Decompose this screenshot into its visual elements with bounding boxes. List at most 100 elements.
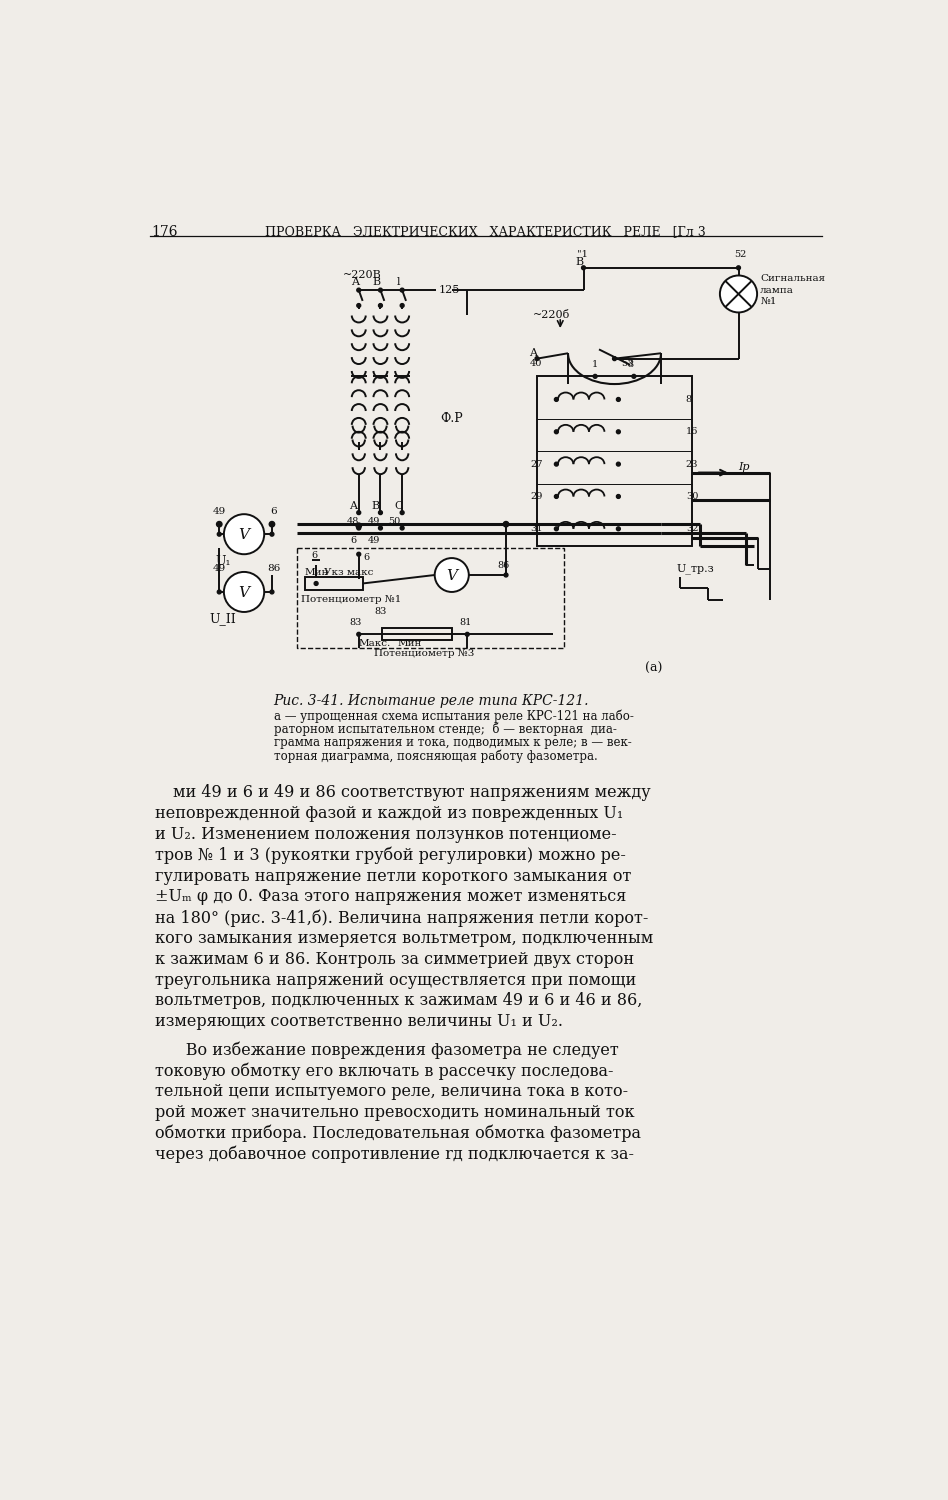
Text: 49: 49 xyxy=(212,564,226,573)
Text: B: B xyxy=(373,278,381,288)
Circle shape xyxy=(555,495,558,498)
Circle shape xyxy=(356,526,360,530)
Text: A: A xyxy=(529,348,538,358)
Circle shape xyxy=(356,633,360,636)
Text: U_II: U_II xyxy=(210,612,236,626)
Circle shape xyxy=(378,510,382,515)
Text: U₁: U₁ xyxy=(215,555,231,567)
Text: V: V xyxy=(447,568,457,584)
Text: B: B xyxy=(575,258,584,267)
Circle shape xyxy=(612,357,616,360)
Circle shape xyxy=(555,430,558,433)
Text: 6: 6 xyxy=(363,554,370,562)
Circle shape xyxy=(216,522,222,526)
Text: V: V xyxy=(239,528,249,542)
Circle shape xyxy=(314,582,319,585)
Circle shape xyxy=(270,590,274,594)
Text: 50: 50 xyxy=(389,518,400,526)
Text: тельной цепи испытуемого реле, величина тока в кото-: тельной цепи испытуемого реле, величина … xyxy=(155,1083,628,1100)
Text: 29: 29 xyxy=(531,492,543,501)
Text: 6: 6 xyxy=(312,552,318,561)
Text: l: l xyxy=(396,278,400,288)
Circle shape xyxy=(720,276,757,312)
Circle shape xyxy=(616,398,620,402)
Circle shape xyxy=(356,510,360,515)
Circle shape xyxy=(400,526,404,530)
Text: ±Uₘ φ до 0. Фаза этого напряжения может изменяться: ±Uₘ φ до 0. Фаза этого напряжения может … xyxy=(155,888,627,906)
Circle shape xyxy=(217,590,221,594)
Text: 176: 176 xyxy=(151,225,177,238)
Text: U_тр.з: U_тр.з xyxy=(677,564,714,574)
Text: 49: 49 xyxy=(367,518,379,526)
Text: ~220б: ~220б xyxy=(533,310,571,320)
Text: №1: №1 xyxy=(760,297,776,306)
Text: 49: 49 xyxy=(367,536,379,544)
Text: 52: 52 xyxy=(734,251,746,260)
Text: 125: 125 xyxy=(439,285,460,296)
Text: Мин: Мин xyxy=(397,639,422,648)
Text: Ф.Р: Ф.Р xyxy=(440,413,463,424)
Text: лампа: лампа xyxy=(760,285,794,294)
Text: 53: 53 xyxy=(621,358,633,368)
Text: (а): (а) xyxy=(645,663,662,675)
Text: рой может значительно превосходить номинальный ток: рой может значительно превосходить номин… xyxy=(155,1104,634,1120)
Circle shape xyxy=(400,510,404,515)
Text: 1: 1 xyxy=(592,360,598,369)
Circle shape xyxy=(400,288,404,292)
Circle shape xyxy=(356,552,360,556)
Text: Потенциометр №1: Потенциометр №1 xyxy=(301,596,401,604)
Text: Потенциометр №3: Потенциометр №3 xyxy=(374,650,475,658)
Text: тров № 1 и 3 (рукоятки грубой регулировки) можно ре-: тров № 1 и 3 (рукоятки грубой регулировк… xyxy=(155,847,626,864)
Text: Сигнальная: Сигнальная xyxy=(760,274,826,284)
Text: A: A xyxy=(349,501,357,510)
Circle shape xyxy=(224,572,264,612)
Text: 16: 16 xyxy=(685,427,698,436)
Circle shape xyxy=(224,514,264,554)
Text: 30: 30 xyxy=(685,492,698,501)
Circle shape xyxy=(555,398,558,402)
Text: 23: 23 xyxy=(685,459,699,468)
Text: 31: 31 xyxy=(531,525,543,534)
Circle shape xyxy=(593,375,597,378)
Circle shape xyxy=(356,524,361,528)
Circle shape xyxy=(356,303,360,307)
Text: 86: 86 xyxy=(267,564,280,573)
Text: раторном испытательном стенде;  б — векторная  диа-: раторном испытательном стенде; б — векто… xyxy=(274,723,616,736)
Text: 83: 83 xyxy=(374,606,387,615)
Text: 8: 8 xyxy=(685,394,692,404)
Text: B: B xyxy=(371,501,379,510)
Text: 6: 6 xyxy=(350,536,356,544)
Text: Макс.: Макс. xyxy=(358,639,391,648)
Text: через добавочное сопротивление rд подключается к за-: через добавочное сопротивление rд подклю… xyxy=(155,1146,634,1162)
Circle shape xyxy=(217,532,221,536)
Text: 3: 3 xyxy=(627,360,633,369)
Text: торная диаграмма, поясняющая работу фазометра.: торная диаграмма, поясняющая работу фазо… xyxy=(274,748,597,762)
Text: кого замыкания измеряется вольтметром, подключенным: кого замыкания измеряется вольтметром, п… xyxy=(155,930,653,946)
Circle shape xyxy=(503,522,509,526)
Circle shape xyxy=(555,526,558,531)
Text: V: V xyxy=(239,585,249,600)
Text: грамма напряжения и тока, подводимых к реле; в — век-: грамма напряжения и тока, подводимых к р… xyxy=(274,736,631,748)
Circle shape xyxy=(378,526,382,530)
Text: A: A xyxy=(351,278,359,288)
Text: обмотки прибора. Последовательная обмотка фазометра: обмотки прибора. Последовательная обмотк… xyxy=(155,1125,641,1143)
Circle shape xyxy=(632,375,636,378)
Circle shape xyxy=(269,522,275,526)
Text: 49: 49 xyxy=(212,507,226,516)
Text: Мин: Мин xyxy=(304,568,329,578)
Text: ми 49 и 6 и 49 и 86 соответствуют напряжениям между: ми 49 и 6 и 49 и 86 соответствуют напряж… xyxy=(173,784,650,801)
Circle shape xyxy=(400,303,404,307)
Circle shape xyxy=(270,532,274,536)
Circle shape xyxy=(581,266,586,270)
Text: а — упрощенная схема испытания реле КРС-121 на лабо-: а — упрощенная схема испытания реле КРС-… xyxy=(274,710,633,723)
Circle shape xyxy=(378,288,382,292)
Text: ~220B: ~220B xyxy=(343,270,382,279)
Circle shape xyxy=(378,303,382,307)
Text: 6: 6 xyxy=(270,507,277,516)
Text: 48: 48 xyxy=(347,518,359,526)
Text: и U₂. Изменением положения ползунков потенциоме-: и U₂. Изменением положения ползунков пот… xyxy=(155,827,616,843)
Text: измеряющих соответственно величины U₁ и U₂.: измеряющих соответственно величины U₁ и … xyxy=(155,1013,563,1031)
Bar xyxy=(304,578,363,590)
Text: неповрежденной фазой и каждой из поврежденных U₁: неповрежденной фазой и каждой из поврежд… xyxy=(155,806,623,822)
Bar xyxy=(537,376,692,546)
